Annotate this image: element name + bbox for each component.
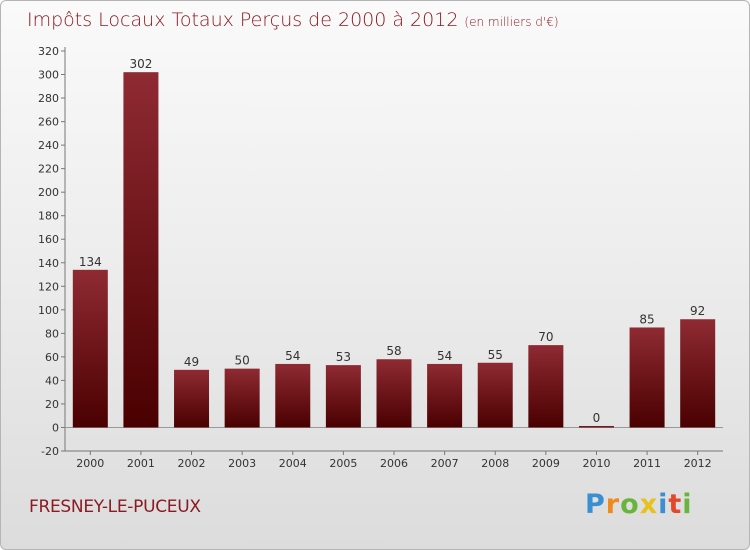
y-tick-label: -20 [41,445,59,458]
value-labels: 134 302 49 50 54 53 58 54 55 70 0 85 92 [79,57,705,425]
y-tick-label: 180 [38,210,59,223]
value-label-2012: 92 [690,304,705,318]
x-tick-label-2005: 2005 [329,457,357,470]
bar-2002 [174,369,210,428]
y-tick-label: 40 [45,374,59,387]
chart-title-text: Impôts Locaux Totaux Perçus de 2000 à 20… [27,9,459,31]
logo-letter: x [639,489,659,520]
value-label-2006: 58 [386,344,401,358]
x-tick-label-2001: 2001 [127,457,155,470]
y-tick-label: 60 [45,351,59,364]
bar-2005 [325,365,361,428]
x-tick-label-2007: 2007 [431,457,459,470]
bar-2010 [578,425,614,428]
value-label-2002: 49 [184,355,199,369]
x-tick-label-2002: 2002 [178,457,206,470]
x-tick-label-2008: 2008 [481,457,509,470]
bar-2006 [376,359,412,428]
y-tick-label: 200 [38,186,59,199]
logo-letter: i [658,489,669,520]
bar-2008 [477,362,513,428]
y-tick-label: 120 [38,280,59,293]
y-tick-label: 20 [45,398,59,411]
x-tick-label-2011: 2011 [633,457,661,470]
bar-2000 [72,269,108,428]
y-tick-label: 240 [38,139,59,152]
y-tick-label: 80 [45,327,59,340]
y-tick-label: 140 [38,257,59,270]
x-tick-label-2012: 2012 [684,457,712,470]
value-label-2008: 55 [488,348,503,362]
value-label-2010: 0 [593,411,601,425]
y-tick-label: 320 [38,45,59,58]
logo-letter: P [585,489,606,520]
bar-2003 [224,368,260,428]
y-tick-label: 220 [38,163,59,176]
value-label-2005: 53 [336,350,351,364]
x-tick-label-2006: 2006 [380,457,408,470]
value-label-2003: 50 [235,354,250,368]
commune-name: FRESNEY-LE-PUCEUX [29,497,201,517]
value-label-2007: 54 [437,349,452,363]
y-tick-label: 100 [38,304,59,317]
x-tick-label-2000: 2000 [76,457,104,470]
proxiti-logo: Proxiti [585,489,693,520]
y-tick-label: 260 [38,116,59,129]
value-label-2000: 134 [79,255,102,269]
chart-unit: (en milliers d'€) [464,15,559,29]
y-tick-label: 280 [38,92,59,105]
bars [72,72,716,428]
logo-letter: i [682,489,693,520]
x-tick-label-2010: 2010 [582,457,610,470]
logo-letter: o [620,489,640,520]
bar-2011 [629,327,665,428]
bar-2009 [528,345,564,428]
chart-title: Impôts Locaux Totaux Perçus de 2000 à 20… [27,9,559,31]
logo-letter: r [605,489,621,520]
bar-2001 [123,72,159,428]
bar-2012 [680,319,716,428]
logo-letter: t [668,489,683,520]
bar-2007 [427,363,463,428]
value-label-2009: 70 [538,330,553,344]
bar-2004 [275,363,311,428]
x-tick-label-2009: 2009 [532,457,560,470]
value-label-2001: 302 [129,57,152,71]
value-label-2011: 85 [639,312,654,326]
value-label-2004: 54 [285,349,300,363]
y-tick-label: 160 [38,233,59,246]
x-tick-label-2003: 2003 [228,457,256,470]
y-tick-label: 0 [52,421,59,434]
y-tick-label: 300 [38,69,59,82]
x-tick-label-2004: 2004 [279,457,307,470]
